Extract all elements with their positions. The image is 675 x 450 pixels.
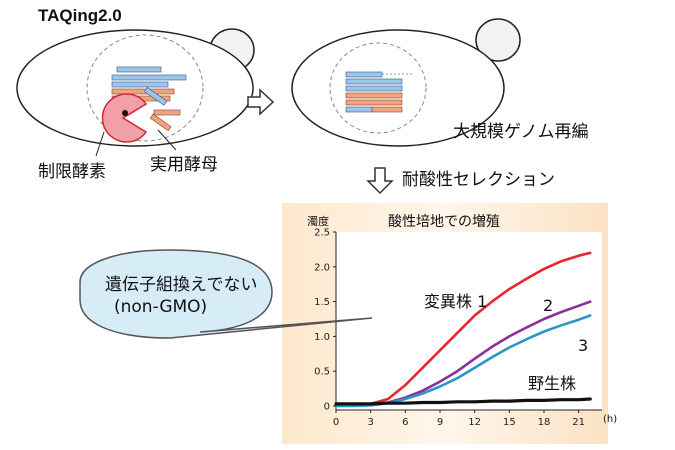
- yeast-label: 実用酵母: [150, 155, 218, 175]
- restriction-enzyme-icon: [101, 93, 148, 143]
- bubble-line-2: (non-GMO): [114, 297, 208, 317]
- chart-title: 酸性培地での増殖: [388, 214, 500, 230]
- title: TAQing2.0: [38, 6, 122, 25]
- x-tick-label: 15: [503, 417, 516, 428]
- y-tick-label: 2.5: [314, 228, 330, 239]
- yeast-cell-right: [291, 18, 521, 147]
- chart-y-label: 濁度: [307, 215, 329, 228]
- legend-mutant-2: 2: [543, 296, 554, 315]
- legend-mutant-1: 変異株 1: [424, 292, 488, 311]
- series-line-4: [334, 397, 592, 406]
- y-tick-label: 2.0: [314, 262, 330, 273]
- y-tick-label: 0.5: [314, 367, 330, 378]
- x-tick-label: 6: [402, 417, 408, 428]
- legend-mutant-3: 3: [578, 336, 589, 355]
- x-tick-label: 9: [437, 417, 443, 428]
- y-tick-label: 0: [324, 402, 330, 413]
- x-tick-label: 21: [572, 417, 585, 428]
- y-tick-label: 1.5: [314, 297, 330, 308]
- x-tick-label: 12: [468, 417, 481, 428]
- y-tick-label: 1.0: [314, 332, 330, 343]
- series-line-1: [334, 251, 592, 406]
- bubble-line-1: 遺伝子組換えでない: [105, 275, 258, 295]
- chart-lines: [334, 251, 592, 408]
- x-tick-label: 0: [333, 417, 339, 428]
- arrow-down-icon: [366, 167, 394, 195]
- speech-bubble: [79, 249, 373, 339]
- enzyme-label: 制限酵素: [38, 162, 106, 182]
- chart-x-label: (h): [603, 414, 618, 425]
- chart-ticks: 0 3 6 9 12 15 18 21 0 0.5 1.0 1.5 2.0 2.5: [314, 228, 585, 429]
- x-tick-label: 3: [367, 417, 373, 428]
- legend-wild-type: 野生株: [528, 374, 577, 393]
- selection-label: 耐酸性セレクション: [402, 170, 555, 190]
- genome-rearrangement-label: 大規模ゲノム再編: [453, 122, 589, 142]
- arrow-right-icon: [247, 88, 275, 116]
- yeast-cell-left: [16, 28, 255, 157]
- x-tick-label: 18: [538, 417, 551, 428]
